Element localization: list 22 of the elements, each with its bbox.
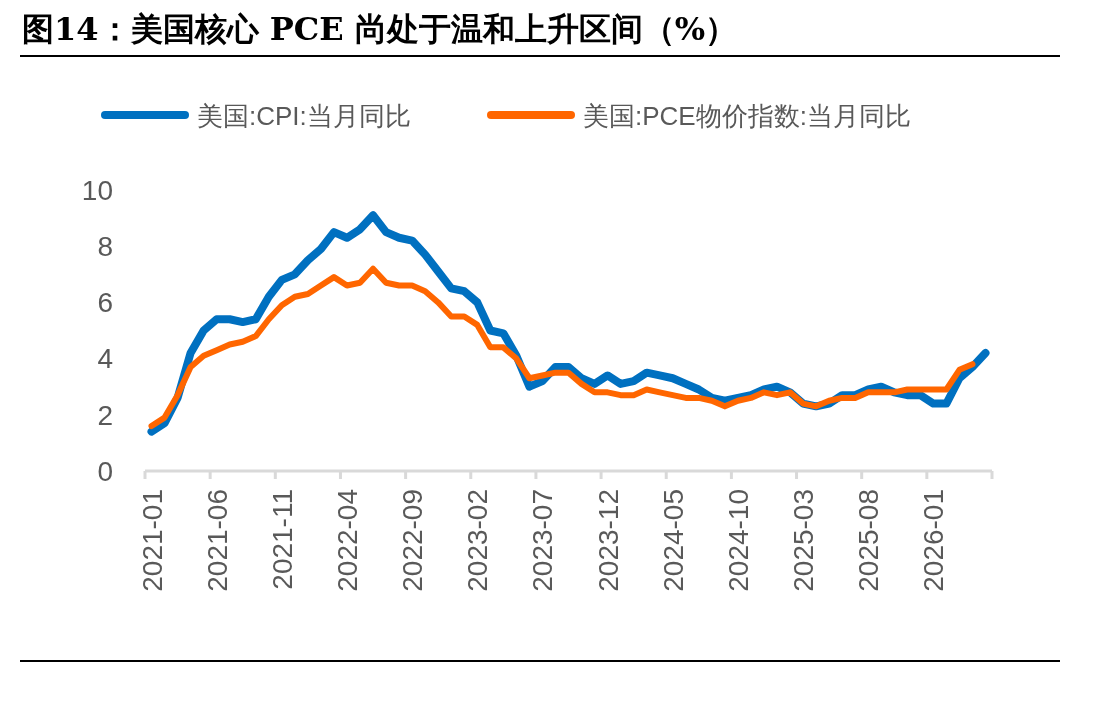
x-tick-label: 2024-10	[722, 489, 754, 592]
x-tick-label: 2023-12	[592, 489, 624, 592]
x-tick-label: 2021-11	[266, 489, 298, 590]
legend-label: 美国:PCE物价指数:当月同比	[583, 101, 911, 131]
x-tick-label: 2022-04	[331, 489, 363, 592]
chart-title: 图14：美国核心 PCE 尚处于温和上升区间（%）	[22, 10, 738, 48]
x-tick-label: 2021-01	[136, 489, 168, 592]
y-tick-label: 0	[97, 455, 113, 487]
x-tick-label: 2023-02	[462, 489, 494, 592]
x-tick-label: 2026-01	[918, 489, 950, 592]
y-tick-label: 6	[97, 287, 113, 319]
x-tick-label: 2025-03	[788, 489, 820, 592]
y-tick-label: 2	[97, 399, 113, 431]
x-tick-label: 2023-07	[527, 489, 559, 592]
y-tick-label: 4	[97, 343, 113, 375]
x-tick-label: 2024-05	[657, 489, 689, 592]
x-tick-label: 2022-09	[397, 489, 429, 592]
y-tick-label: 8	[97, 231, 113, 262]
x-tick-label: 2021-06	[201, 489, 233, 592]
y-tick-label: 10	[81, 174, 113, 206]
legend-label: 美国:CPI:当月同比	[197, 101, 411, 131]
x-tick-label: 2025-08	[853, 489, 885, 592]
